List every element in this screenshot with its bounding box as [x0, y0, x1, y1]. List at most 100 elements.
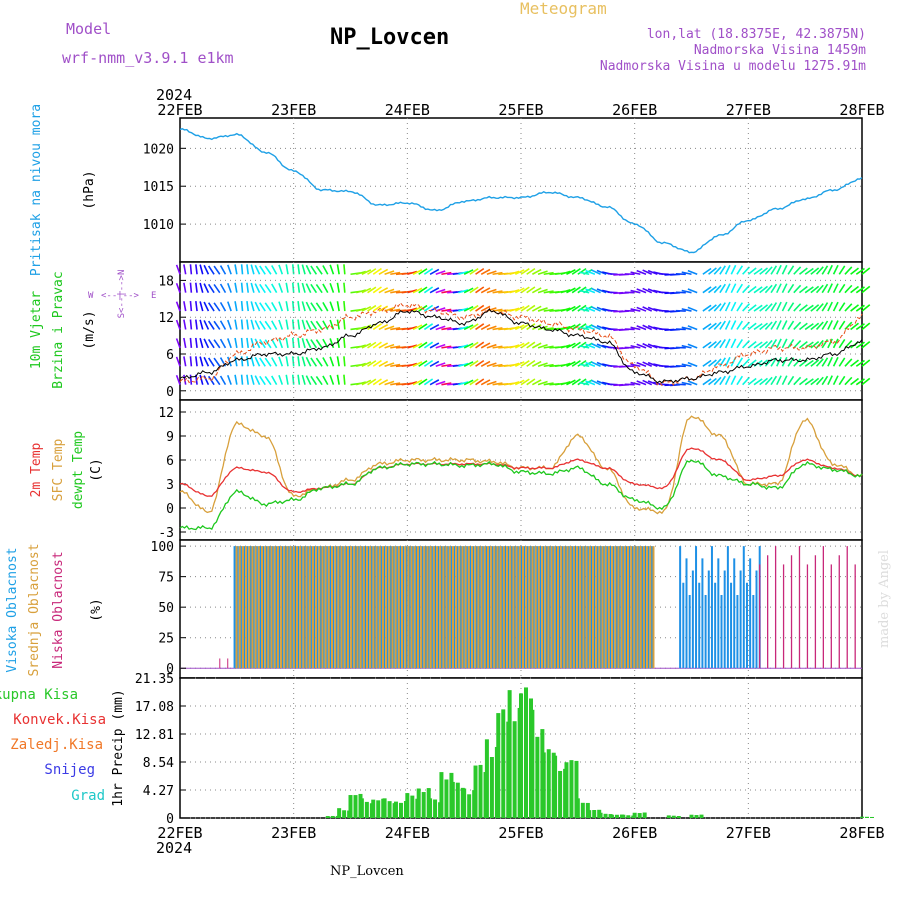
wind-barb: [390, 290, 401, 294]
wind-barb: [591, 269, 601, 275]
wind-barb: [821, 338, 829, 349]
precip-bar: [632, 812, 637, 818]
wind-barb: [764, 321, 773, 331]
wind-barb: [199, 374, 204, 385]
wind-barb: [647, 269, 658, 276]
wind-barb: [642, 361, 653, 367]
dewpoint-line: [179, 459, 863, 531]
wind-barb: [250, 356, 255, 367]
wind-barb: [175, 282, 181, 293]
wind-barb: [855, 304, 865, 312]
wind-barb: [475, 323, 485, 331]
wind-barb: [509, 307, 520, 312]
wind-barb: [850, 377, 859, 386]
wind-barb: [355, 289, 367, 294]
precip-bar: [428, 798, 433, 818]
wind-barb: [412, 269, 423, 275]
wind-barb: [189, 319, 193, 330]
wind-barb: [390, 345, 401, 349]
wind-barb: [227, 301, 232, 312]
wind-barb: [418, 323, 428, 331]
wind-barb: [336, 301, 340, 312]
wind-barb: [429, 268, 440, 275]
wind-barb: [730, 338, 737, 349]
wind-barb: [175, 338, 181, 349]
wind-barb: [475, 341, 485, 349]
wind-barb: [435, 343, 446, 349]
wind-barb: [463, 305, 474, 312]
time-label-top: 28FEB: [839, 101, 884, 119]
wind-barb: [407, 270, 418, 276]
wind-barb: [361, 379, 372, 386]
precip-bar: [512, 721, 517, 818]
wind-barb: [278, 264, 284, 275]
wind-barb: [827, 264, 833, 275]
wind-barb: [742, 339, 751, 349]
y-tick-label: 17.08: [135, 700, 174, 715]
wind-barb: [531, 268, 542, 275]
precip-bar: [387, 801, 392, 818]
wind-barb: [355, 307, 367, 312]
wind-barb: [636, 269, 647, 276]
wind-barb: [571, 304, 581, 312]
wind-barb: [492, 382, 503, 386]
wind-barb: [264, 339, 272, 349]
wind-barbs: [175, 264, 871, 387]
wind-barb: [781, 264, 788, 275]
wind-barb: [305, 301, 312, 312]
wind-barb: [384, 343, 395, 349]
wind-barb: [412, 342, 423, 349]
wind-barb: [753, 323, 763, 331]
wind-barb: [560, 270, 571, 276]
wind-barb: [329, 264, 335, 275]
time-label-bottom: 23FEB: [271, 824, 316, 842]
wind-barb: [355, 270, 367, 276]
wind-barb: [832, 283, 839, 294]
wind-barb: [322, 265, 329, 275]
wind-barb: [742, 376, 751, 386]
wind-barb: [219, 375, 227, 386]
wind-barb: [850, 285, 859, 294]
temp-label-3: dewpt Temp: [71, 431, 86, 509]
model-label: Model: [66, 20, 111, 38]
precip-bar: [393, 801, 398, 818]
precip-bar: [671, 815, 676, 818]
wind-barb: [189, 282, 193, 293]
wind-barb: [687, 269, 698, 276]
wind-barb: [310, 320, 318, 330]
wind-barb: [183, 356, 187, 367]
wind-barb: [747, 285, 757, 294]
wind-barb: [776, 375, 782, 386]
wind-barb: [378, 305, 389, 312]
wind-barb: [543, 382, 554, 386]
wind-barb: [585, 306, 596, 312]
wind-barb: [291, 301, 295, 312]
wind-barb: [250, 282, 255, 293]
wind-barb: [271, 357, 278, 367]
precip-bar: [614, 814, 619, 818]
wind-barb: [636, 325, 647, 331]
precip-bar: [530, 709, 535, 818]
wind-barb: [708, 285, 717, 294]
wind-barb: [367, 286, 377, 294]
wind-barb: [384, 270, 395, 276]
wind-barb: [514, 287, 525, 294]
wind-barb: [514, 324, 525, 331]
wind-barb: [566, 287, 576, 294]
wind-barb: [571, 341, 581, 349]
wind-barb: [378, 360, 389, 367]
precip-bar: [421, 792, 426, 818]
precip-legend-item: Zaledj.Kisa: [10, 737, 103, 753]
wind-barb: [486, 343, 497, 349]
wind-barb: [343, 356, 346, 367]
precip-bar: [467, 794, 472, 818]
wind-barb: [315, 339, 323, 349]
wind-barb: [310, 302, 318, 312]
wind-barb: [271, 265, 278, 275]
wind-barb: [821, 357, 829, 367]
y-tick-label: 3: [166, 478, 174, 493]
wind-barb: [770, 265, 778, 275]
wind-barb: [336, 337, 340, 349]
precip-ticks: 0 4.27 8.54 12.81 17.08 21.35: [135, 672, 186, 827]
wind-barb: [250, 264, 255, 275]
